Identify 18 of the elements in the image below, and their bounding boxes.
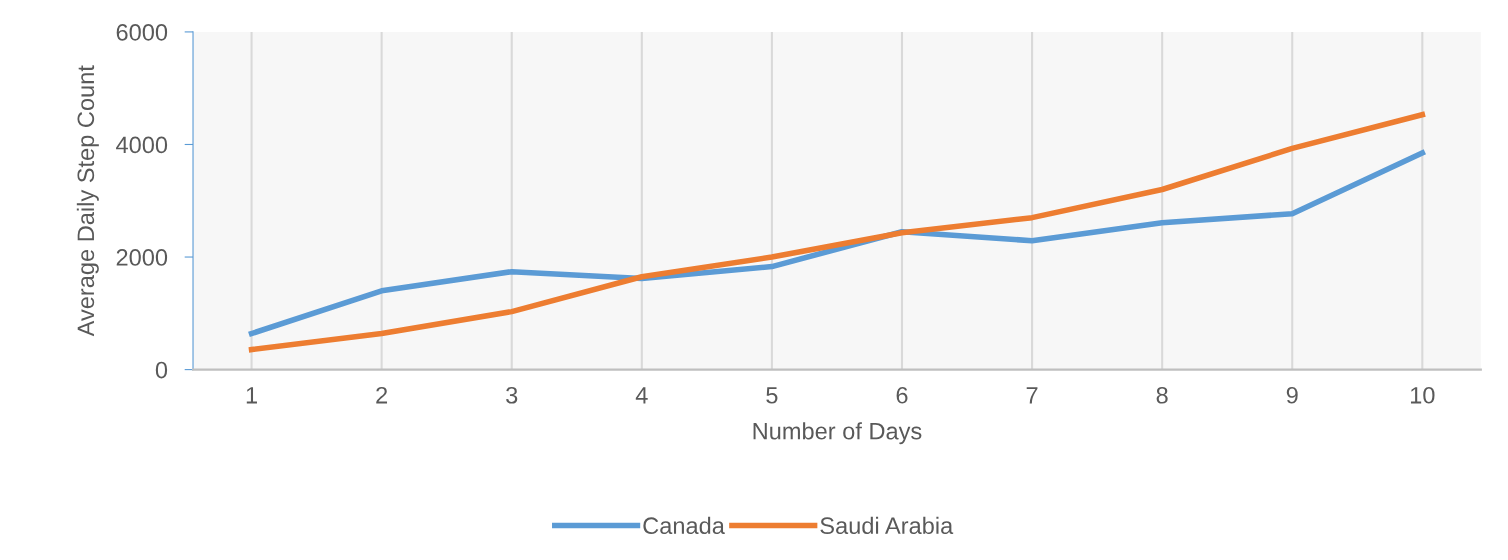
y-tick-label: 4000 [116, 136, 168, 154]
x-tick-label: 8 [1156, 386, 1168, 404]
x-tick-label: 10 [1410, 386, 1435, 404]
x-tick-label: 1 [246, 387, 257, 404]
x-tick-label: 4 [635, 387, 648, 404]
x-tick-label: 3 [506, 386, 518, 404]
y-tick-label: 0 [155, 361, 168, 379]
y-tick-label: 6000 [116, 23, 168, 41]
x-tick-label: 9 [1286, 386, 1298, 404]
x-tick-label: 7 [1026, 387, 1038, 404]
y-axis-title: Average Daily Step Count [76, 65, 99, 337]
legend-label: Saudi Arabia [820, 516, 954, 535]
x-tick-label: 2 [376, 386, 388, 404]
x-tick-label: 5 [766, 387, 778, 404]
x-tick-label: 6 [896, 386, 908, 404]
x-axis-title: Number of Days [753, 422, 922, 445]
legend-label: Canada [643, 516, 725, 535]
y-tick-label: 2000 [116, 249, 168, 266]
